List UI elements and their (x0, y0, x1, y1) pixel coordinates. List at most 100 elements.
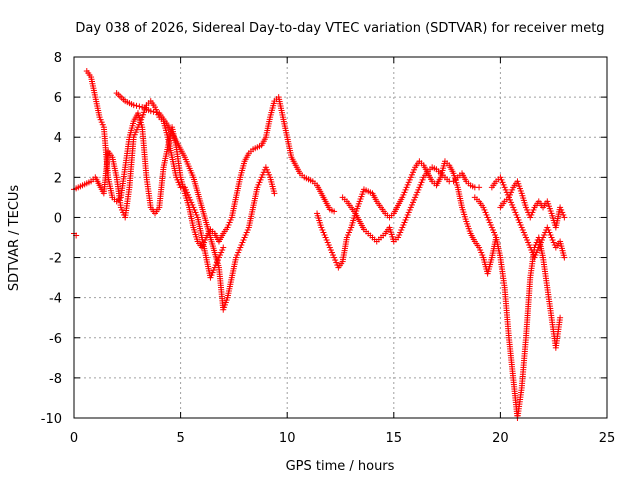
data-point (499, 179, 506, 186)
data-point (176, 181, 183, 188)
data-point (132, 129, 139, 136)
data-point (325, 242, 332, 249)
data-point (152, 104, 159, 111)
data-point (258, 174, 265, 181)
data-point (547, 231, 554, 238)
data-point (560, 211, 567, 218)
data-point (397, 229, 404, 236)
data-point (174, 176, 181, 183)
data-point (224, 224, 231, 231)
data-point (538, 237, 545, 244)
data-point (498, 176, 505, 183)
data-point (515, 216, 522, 223)
data-point (415, 186, 422, 193)
data-point (133, 102, 140, 109)
data-point (476, 184, 483, 191)
data-point (533, 249, 540, 256)
data-point (528, 247, 535, 254)
data-point (181, 184, 188, 191)
data-point (117, 204, 124, 211)
data-point (403, 184, 410, 191)
data-point (191, 206, 198, 213)
data-point (509, 201, 516, 208)
data-point (512, 209, 519, 216)
data-point (412, 194, 419, 201)
data-point (265, 169, 272, 176)
data-point (153, 109, 160, 116)
data-point (527, 244, 534, 251)
y-tick-label: 2 (54, 171, 62, 186)
data-point (500, 181, 507, 188)
data-point (131, 131, 138, 138)
data-point (534, 247, 541, 254)
data-point (263, 166, 270, 173)
y-tick-label: 4 (54, 131, 62, 146)
data-point (185, 191, 192, 198)
data-point (414, 189, 421, 196)
data-point (546, 229, 553, 236)
data-point (532, 252, 539, 259)
y-tick-label: -2 (49, 252, 62, 267)
x-tick-label: 5 (176, 431, 184, 446)
y-tick-label: 0 (54, 211, 62, 226)
data-point (192, 209, 199, 216)
data-point (137, 119, 144, 126)
data-point (557, 314, 564, 321)
data-point (514, 214, 521, 221)
data-point (417, 181, 424, 188)
data-point (530, 206, 537, 213)
data-point (497, 174, 504, 181)
data-point (136, 103, 143, 110)
data-point (508, 189, 515, 196)
data-point (187, 196, 194, 203)
data-point (411, 196, 418, 203)
data-point (407, 204, 414, 211)
data-point (401, 219, 408, 226)
data-point (239, 239, 246, 246)
data-point (189, 201, 196, 208)
x-tick-label: 15 (386, 431, 403, 446)
data-point (483, 211, 490, 218)
data-point (210, 267, 217, 274)
data-point (516, 219, 523, 226)
data-point (540, 234, 547, 241)
data-point (133, 126, 140, 133)
data-point (400, 191, 407, 198)
data-point (98, 119, 105, 126)
data-point (130, 134, 137, 141)
data-point (322, 234, 329, 241)
data-point (136, 121, 143, 128)
data-point (242, 231, 249, 238)
data-point (324, 239, 331, 246)
data-point (150, 108, 157, 115)
y-tick-label: 6 (54, 91, 62, 106)
data-point (398, 226, 405, 233)
data-point (561, 214, 568, 221)
data-point (529, 209, 536, 216)
data-point (238, 242, 245, 249)
data-point (409, 199, 416, 206)
data-point (511, 206, 518, 213)
data-point (506, 191, 513, 198)
data-point (259, 171, 266, 178)
data-point (407, 174, 414, 181)
data-point (118, 206, 125, 213)
data-points (71, 68, 568, 421)
data-point (396, 231, 403, 238)
data-point (321, 231, 328, 238)
data-point (318, 224, 325, 231)
data-point (99, 121, 106, 128)
data-point (256, 179, 263, 186)
data-point (395, 234, 402, 241)
data-point (517, 221, 524, 228)
data-point (492, 231, 499, 238)
data-point (183, 189, 190, 196)
data-point (97, 116, 104, 123)
data-point (419, 176, 426, 183)
data-point (147, 108, 154, 115)
data-point (404, 211, 411, 218)
data-point (226, 219, 233, 226)
y-tick-label: -8 (49, 372, 62, 387)
